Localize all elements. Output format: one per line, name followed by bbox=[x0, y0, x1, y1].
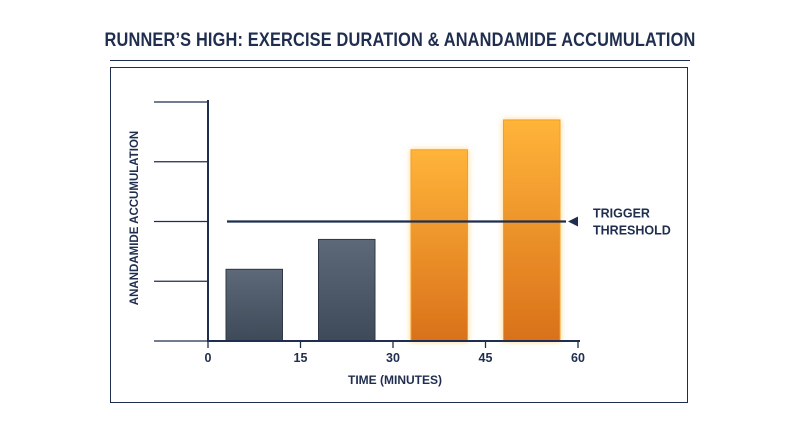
bar-45-60-min bbox=[503, 119, 561, 342]
x-axis-label: TIME (MINUTES) bbox=[348, 373, 442, 387]
x-tick-label-15: 15 bbox=[294, 351, 308, 365]
x-tick-label-30: 30 bbox=[386, 351, 400, 365]
y-axis-label: ANANDAMIDE ACCUMULATION bbox=[129, 131, 141, 305]
title-underline bbox=[110, 60, 690, 61]
chart-title: RUNNER’S HIGH: EXERCISE DURATION & ANAND… bbox=[104, 30, 696, 51]
x-tick-label-60: 60 bbox=[571, 351, 585, 365]
bar-15-30-min bbox=[318, 238, 376, 342]
bars-layer bbox=[225, 119, 561, 342]
chart-frame bbox=[110, 67, 688, 403]
threshold-label-line-1: TRIGGER bbox=[593, 207, 650, 221]
threshold-label-line-2: THRESHOLD bbox=[593, 224, 671, 238]
x-tick-label-0: 0 bbox=[205, 351, 212, 365]
threshold-layer: TRIGGER THRESHOLD bbox=[227, 207, 671, 238]
x-tick-label-45: 45 bbox=[479, 351, 493, 365]
axes-layer: 0 15 30 45 60 bbox=[154, 100, 585, 365]
bar-0-15-min bbox=[225, 268, 283, 342]
threshold-arrow-icon bbox=[568, 216, 578, 227]
bar-30-45-min bbox=[410, 149, 468, 342]
